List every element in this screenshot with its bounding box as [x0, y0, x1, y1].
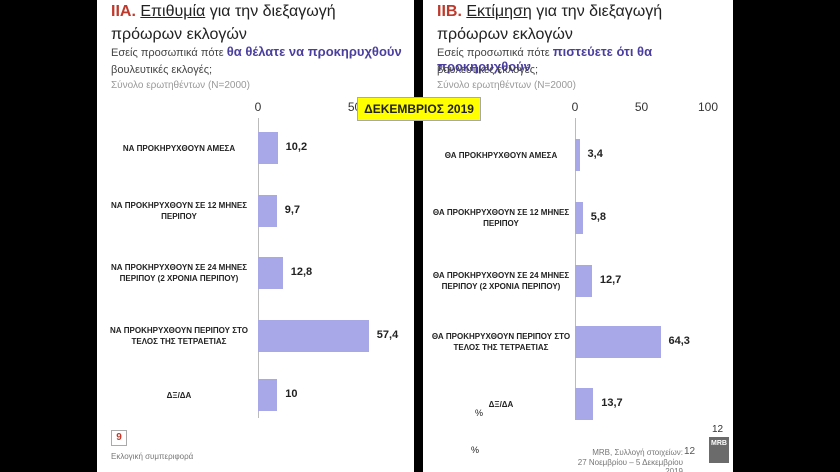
- left-title-number: IIA.: [111, 3, 136, 20]
- chart-1-value-label: 5,8: [590, 211, 606, 223]
- right-question-line2: βουλευτικές εκλογές;: [437, 64, 539, 76]
- chart-1-bar: [575, 139, 580, 171]
- right-title-number: IIB.: [437, 3, 462, 20]
- chart-1-category-label: ΔΞ/ΔΑ: [488, 399, 514, 409]
- left-question-prefix: Εσείς προσωπικά πότε: [111, 47, 224, 59]
- left-title: IIA. Επιθυμία για την διεξαγωγή πρόωρων …: [111, 0, 411, 46]
- chart-0-value-label: 9,7: [284, 204, 301, 216]
- chart-1-value-label: 12,7: [599, 274, 622, 286]
- page-number-box: 9: [111, 430, 127, 446]
- chart-1-tick-0: 0: [571, 100, 579, 114]
- chart-0-tick-0: 0: [254, 100, 262, 114]
- left-slide: IIA. Επιθυμία για την διεξαγωγή πρόωρων …: [97, 0, 414, 472]
- chart-1-value-label: 13,7: [601, 397, 623, 409]
- chart-0-value-label: 12,8: [290, 266, 313, 278]
- date-banner: ΔΕΚΕΜΒΡΙΟΣ 2019: [357, 97, 481, 121]
- right-question-highlight: πιστεύετε ότι θα προκηρυχθούν: [437, 44, 653, 74]
- right-slide: IIB. Εκτίμηση για την διεξαγωγή πρόωρων …: [423, 0, 733, 472]
- left-base-text: Σύνολο ερωτηθέντων (N=2000): [111, 80, 250, 91]
- chart-0-value-label: 10,2: [285, 141, 308, 153]
- chart-0-category-label: ΔΞ/ΔΑ: [166, 390, 192, 400]
- chart-1-tick-50: 50: [634, 100, 649, 114]
- left-title-keyword: Επιθυμία: [140, 3, 206, 20]
- right-page-number: 12: [712, 424, 724, 435]
- left-question-line2: βουλευτικές εκλογές;: [111, 64, 213, 76]
- right-title-keyword: Εκτίμηση: [466, 3, 532, 20]
- right-question-line1: Εσείς προσωπικά πότε πιστεύετε ότι θα πρ…: [437, 44, 733, 74]
- percent-sign-2: %: [471, 445, 480, 455]
- percent-sign-1: %: [475, 408, 484, 418]
- chart-0-category-label: ΝΑ ΠΡΟΚΗΡΥΧΘΟΥΝ ΣΕ 24 ΜΗΝΕΣ ΠΕΡΙΠΟΥ (2 Χ…: [110, 263, 248, 283]
- chart-1-tick-100: 100: [697, 100, 719, 114]
- chart-0-bar: [258, 132, 278, 164]
- right-title: IIB. Εκτίμηση για την διεξαγωγή πρόωρων …: [437, 0, 733, 46]
- right-base-text: Σύνολο ερωτηθέντων (N=2000): [437, 80, 576, 91]
- right-page-number-small: 12: [684, 446, 696, 457]
- chart-0-value-label: 57,4: [376, 329, 399, 341]
- chart-1-bar: [575, 388, 594, 420]
- mrb-logo: MRB: [709, 437, 729, 463]
- right-question-prefix: Εσείς προσωπικά πότε: [437, 47, 550, 59]
- chart-0-category-label: ΝΑ ΠΡΟΚΗΡΥΧΘΟΥΝ ΠΕΡΙΠΟΥ ΣΤΟ ΤΕΛΟΣ ΤΗΣ ΤΕ…: [109, 326, 248, 346]
- chart-0-bar: [258, 379, 278, 411]
- left-footer: Εκλογική συμπεριφορά: [111, 452, 194, 461]
- chart-0-bar: [258, 320, 369, 352]
- chart-1-value-label: 3,4: [587, 148, 603, 160]
- chart-1-value-label: 64,3: [668, 335, 690, 347]
- chart-0-category-label: ΝΑ ΠΡΟΚΗΡΥΧΘΟΥΝ ΑΜΕΣΑ: [122, 143, 236, 153]
- left-title-rest: για την διεξαγωγή πρόωρων εκλογών: [111, 3, 336, 43]
- fieldwork-dates: 27 Νοεμβρίου – 5 Δεκεμβρίου 2019: [577, 458, 683, 472]
- chart-0-value-label: 10: [285, 388, 298, 400]
- left-question-line1: Εσείς προσωπικά πότε θα θέλατε να προκηρ…: [111, 44, 402, 59]
- chart-1-bar: [575, 326, 661, 358]
- source-note: MRB, Συλλογή στοιχείων:: [592, 448, 683, 457]
- chart-1-bar: [575, 265, 592, 297]
- chart-0-bar: [258, 257, 283, 289]
- chart-0-category-label: ΝΑ ΠΡΟΚΗΡΥΧΘΟΥΝ ΣΕ 12 ΜΗΝΕΣ ΠΕΡΙΠΟΥ: [110, 201, 248, 221]
- chart-1-category-label: ΘΑ ΠΡΟΚΗΡΥΧΘΟΥΝ ΣΕ 12 ΜΗΝΕΣ ΠΕΡΙΠΟΥ: [432, 208, 570, 228]
- mrb-logo-text: MRB: [711, 440, 727, 447]
- chart-1-bar: [575, 202, 583, 234]
- left-question-highlight: θα θέλατε να προκηρυχθούν: [226, 44, 402, 59]
- chart-0-bar: [258, 195, 277, 227]
- chart-1-category-label: ΘΑ ΠΡΟΚΗΡΥΧΘΟΥΝ ΣΕ 24 ΜΗΝΕΣ ΠΕΡΙΠΟΥ (2 Χ…: [432, 271, 570, 291]
- right-title-rest: για την διεξαγωγή πρόωρων εκλογών: [437, 3, 663, 43]
- chart-1-category-label: ΘΑ ΠΡΟΚΗΡΥΧΘΟΥΝ ΠΕΡΙΠΟΥ ΣΤΟ ΤΕΛΟΣ ΤΗΣ ΤΕ…: [431, 332, 571, 352]
- chart-1-category-label: ΘΑ ΠΡΟΚΗΡΥΧΘΟΥΝ ΑΜΕΣΑ: [444, 150, 558, 160]
